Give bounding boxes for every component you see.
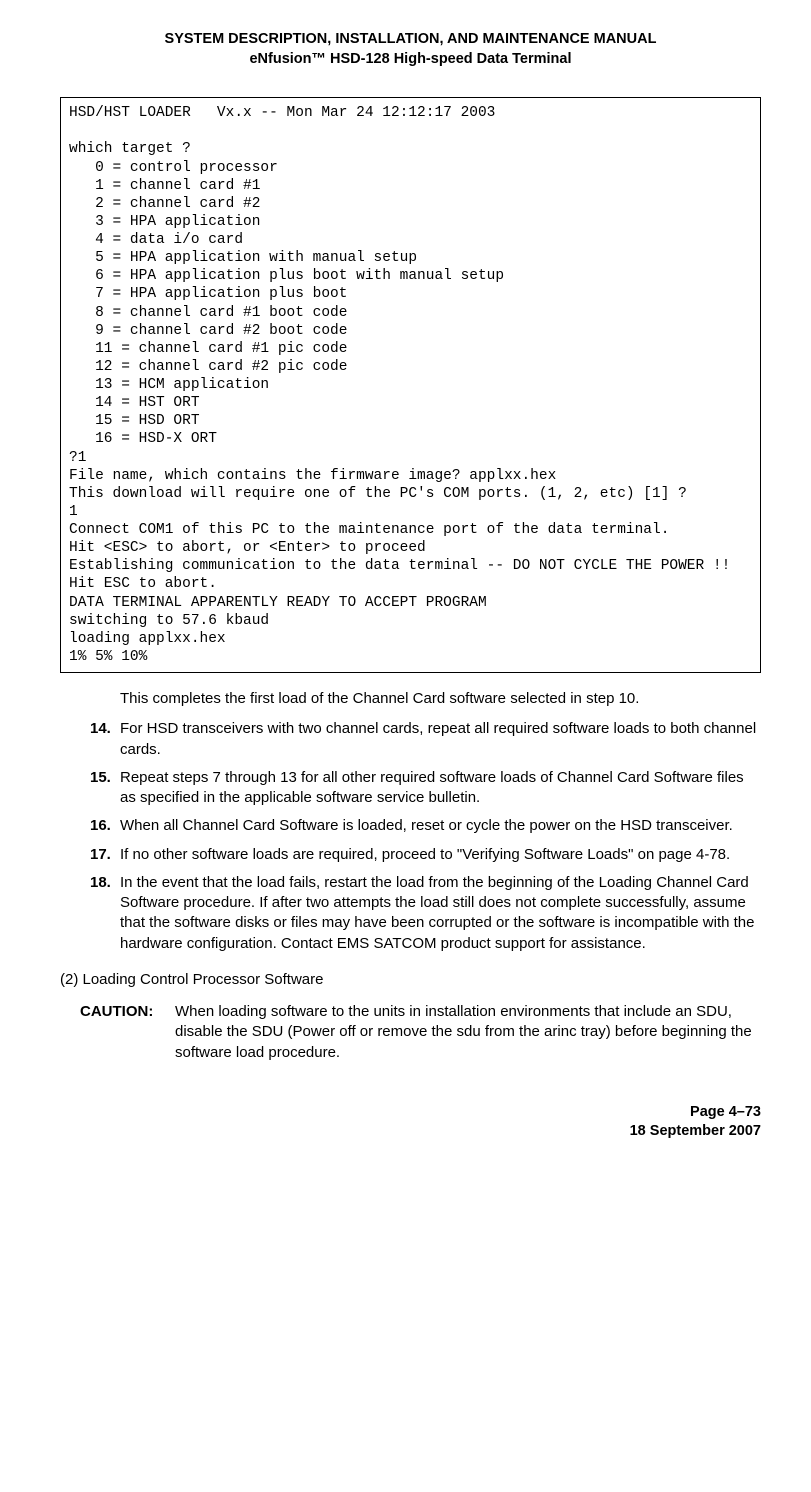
body-paragraph: This completes the first load of the Cha… — [120, 689, 761, 709]
step-item: 14.For HSD transceivers with two channel… — [90, 719, 761, 760]
caution-block: CAUTION: When loading software to the un… — [80, 1002, 761, 1063]
step-text: When all Channel Card Software is loaded… — [120, 816, 761, 836]
caution-label: CAUTION: — [80, 1002, 175, 1063]
caution-text: When loading software to the units in in… — [175, 1002, 761, 1063]
header-line-1: SYSTEM DESCRIPTION, INSTALLATION, AND MA… — [60, 30, 761, 50]
step-number: 17. — [90, 845, 120, 865]
step-item: 16.When all Channel Card Software is loa… — [90, 816, 761, 836]
step-number: 15. — [90, 768, 120, 809]
document-header: SYSTEM DESCRIPTION, INSTALLATION, AND MA… — [60, 30, 761, 69]
step-number: 14. — [90, 719, 120, 760]
ordered-steps: 14.For HSD transceivers with two channel… — [60, 719, 761, 954]
terminal-output-box: HSD/HST LOADER Vx.x -- Mon Mar 24 12:12:… — [60, 97, 761, 673]
step-number: 18. — [90, 873, 120, 954]
step-number: 16. — [90, 816, 120, 836]
step-text: Repeat steps 7 through 13 for all other … — [120, 768, 761, 809]
step-text: For HSD transceivers with two channel ca… — [120, 719, 761, 760]
footer-page: Page 4–73 — [60, 1103, 761, 1123]
sub-heading: (2) Loading Control Processor Software — [60, 970, 761, 990]
footer-date: 18 September 2007 — [60, 1122, 761, 1142]
step-item: 15.Repeat steps 7 through 13 for all oth… — [90, 768, 761, 809]
header-line-2: eNfusion™ HSD-128 High-speed Data Termin… — [60, 50, 761, 70]
step-item: 17.If no other software loads are requir… — [90, 845, 761, 865]
step-item: 18.In the event that the load fails, res… — [90, 873, 761, 954]
step-text: If no other software loads are required,… — [120, 845, 761, 865]
page-footer: Page 4–73 18 September 2007 — [60, 1103, 761, 1142]
step-text: In the event that the load fails, restar… — [120, 873, 761, 954]
